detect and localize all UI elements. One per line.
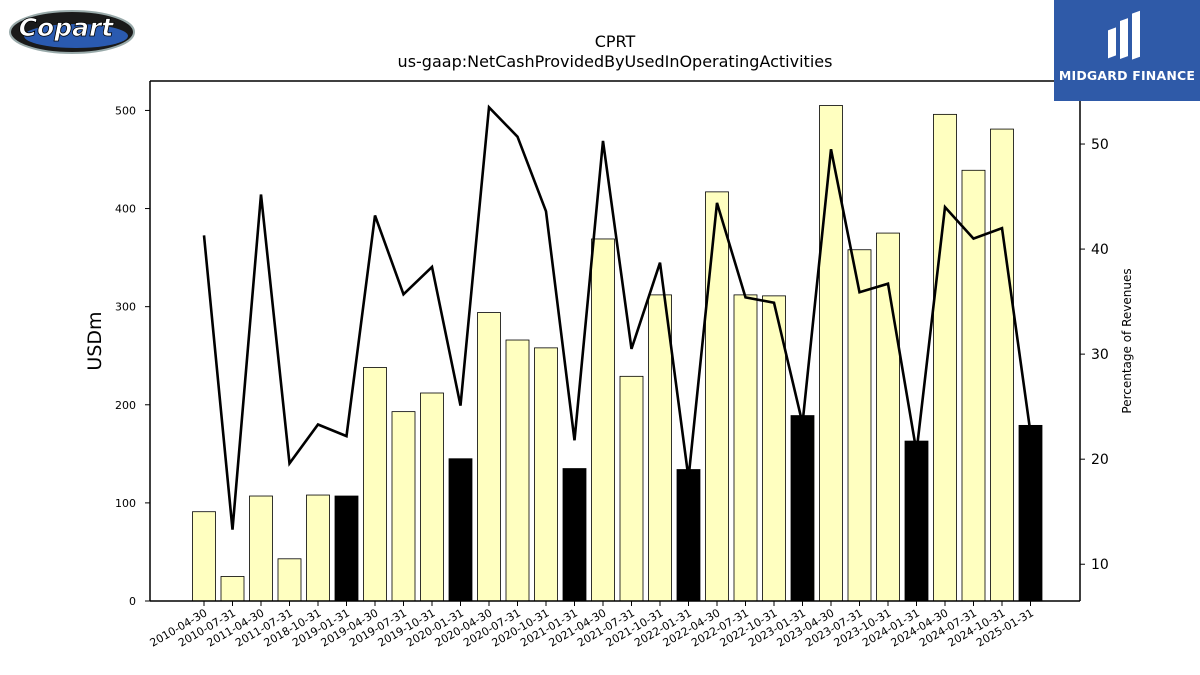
bar-2023-01-31: [790, 415, 815, 602]
plot-area: 0 100 200 300 400 500 10 20 30 40 50 2010-04-3020…: [115, 80, 1109, 650]
bar-2011-04-30: [249, 495, 273, 602]
y2-tick-label: 30: [1091, 347, 1109, 363]
chart-title: CPRT: [594, 32, 636, 51]
y-tick-label: 0: [129, 595, 136, 608]
bar-2021-07-31: [619, 375, 644, 602]
bar-2010-04-30: [192, 511, 216, 602]
y2-axis-label: Percentage of Revenues: [1120, 268, 1134, 413]
bar-2021-10-31: [648, 294, 672, 602]
bar-2019-01-31: [334, 495, 359, 602]
bar-2023-07-31: [847, 249, 872, 602]
y2-tick-label: 50: [1091, 137, 1109, 153]
y-tick-label: 200: [115, 399, 136, 412]
midgard-logo-text: MIDGARD FINANCE: [1058, 68, 1196, 83]
bar-2024-04-30: [933, 113, 957, 602]
bar-2018-10-31: [306, 494, 330, 602]
y2-tick-label: 20: [1091, 452, 1109, 468]
bar-2024-01-31: [904, 440, 929, 602]
y-axis-label: USDm: [84, 311, 106, 370]
bar-2022-01-31: [676, 469, 701, 602]
chart-subtitle: us-gaap:NetCashProvidedByUsedInOperating…: [397, 52, 833, 71]
x-ticks: 2010-04-302010-07-312011-04-302011-07-31…: [148, 601, 1036, 650]
bar-2019-10-31: [420, 392, 444, 602]
bar-2019-04-30: [363, 367, 387, 602]
revenue-percentage-line: [202, 104, 1032, 530]
line-layer: [202, 104, 1032, 530]
bar-2022-07-31: [733, 294, 758, 602]
bar-2025-01-31: [1018, 424, 1043, 602]
midgard-finance-logo: MIDGARD FINANCE: [1054, 0, 1200, 101]
y2-tick-label: 40: [1091, 242, 1109, 258]
copart-logo-text: Copart: [19, 13, 115, 42]
bar-2021-04-30: [591, 238, 615, 602]
bar-2022-04-30: [705, 191, 729, 602]
bar-2010-07-31: [220, 576, 245, 602]
bar-2024-10-31: [990, 128, 1014, 602]
bar-2011-07-31: [277, 558, 302, 602]
bar-2020-01-31: [448, 458, 473, 602]
axes-frame: [149, 80, 1081, 602]
y2-ticks: 10 20 30 40 50: [1080, 137, 1109, 573]
bar-2020-10-31: [534, 347, 558, 602]
y-ticks: 0 100 200 300 400 500: [115, 104, 150, 608]
chart-title-block: CPRT us-gaap:NetCashProvidedByUsedInOper…: [150, 32, 1080, 72]
bar-2020-04-30: [477, 312, 501, 602]
bar-2020-07-31: [505, 339, 530, 602]
y-tick-label: 100: [115, 497, 136, 510]
bar-2023-04-30: [819, 105, 843, 602]
y-tick-label: 300: [115, 301, 136, 314]
bar-2021-01-31: [562, 468, 587, 602]
bars-layer: [192, 105, 1043, 602]
copart-logo-image: Copart: [9, 10, 135, 54]
midgard-mark-icon: [1108, 10, 1140, 60]
company-logo: Copart: [6, 6, 136, 54]
y-tick-label: 500: [115, 104, 136, 117]
y2-tick-label: 10: [1091, 557, 1109, 573]
bar-2019-07-31: [391, 411, 416, 602]
y-tick-label: 400: [115, 203, 136, 216]
